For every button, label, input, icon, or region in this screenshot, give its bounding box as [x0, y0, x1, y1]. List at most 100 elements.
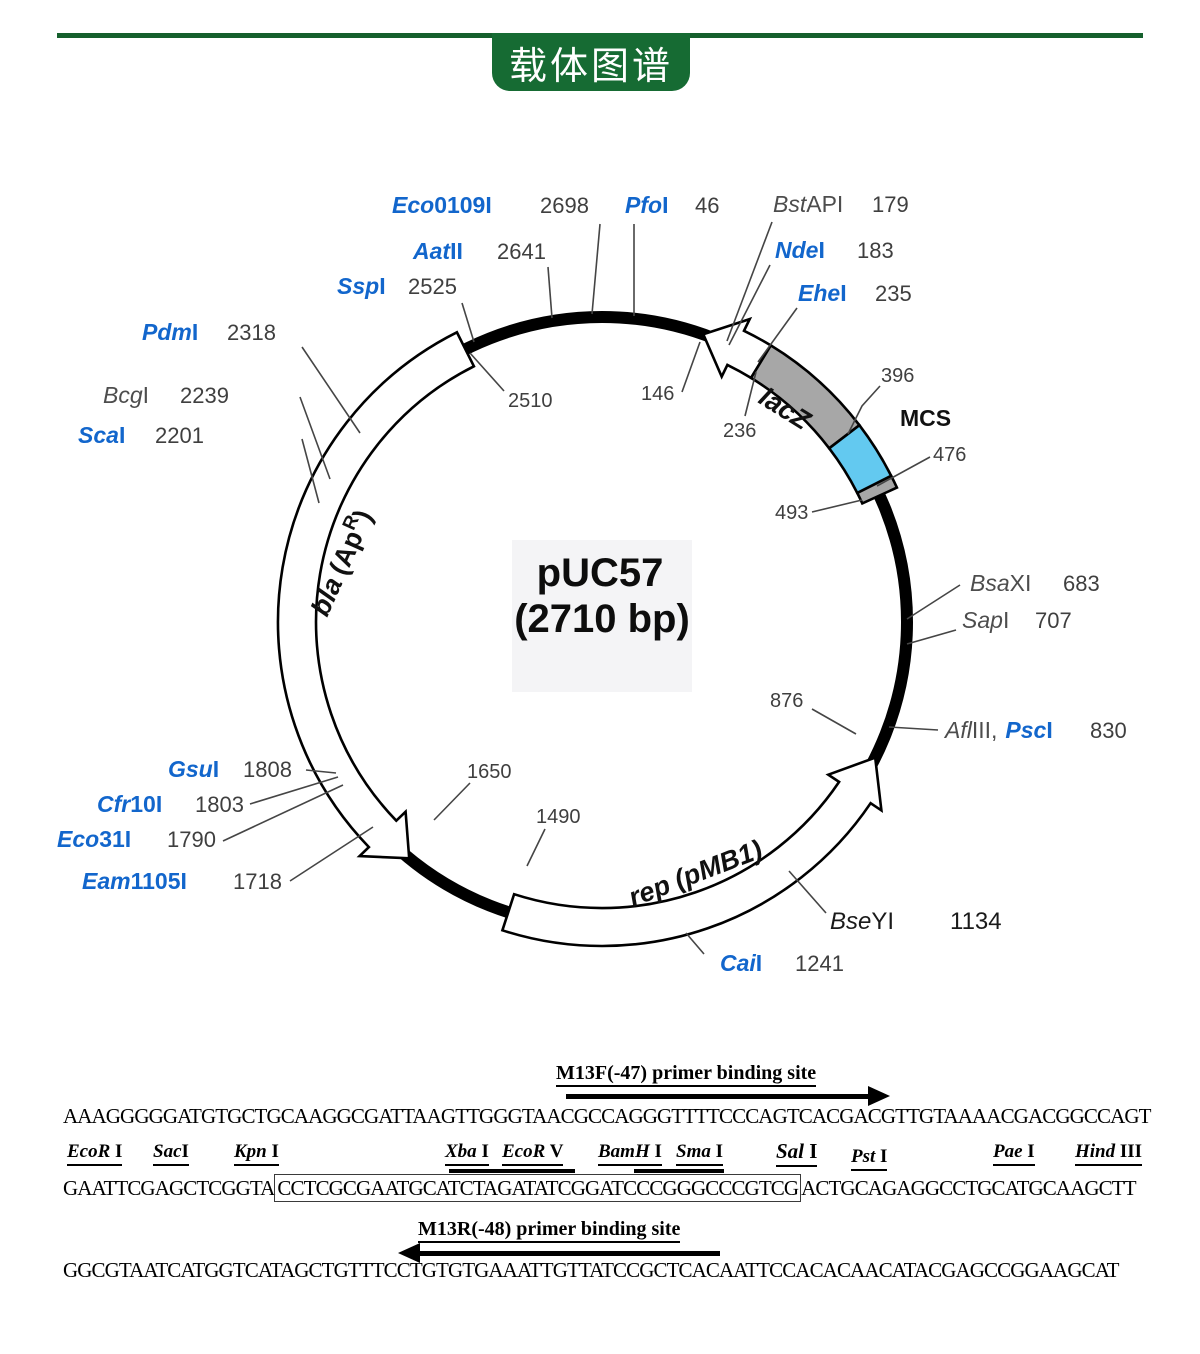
sequence-line-1: AAAGGGGGATGTGCTGCAAGGCGATTAAGTTGGGTAACGC…: [63, 1104, 1151, 1128]
pos-pfoi: 46: [695, 193, 719, 218]
leader-396: [847, 385, 881, 435]
m13r-arrow-shaft: [420, 1251, 720, 1256]
leader-236: [744, 371, 757, 417]
leader-2641: [547, 266, 553, 319]
tick-876: 876: [770, 690, 803, 712]
pos-caii: 1241: [795, 951, 844, 976]
site-eco31i: Eco31I: [57, 826, 131, 852]
leader-235: [757, 307, 798, 363]
pos-bcgi: 2239: [180, 383, 229, 408]
line2-pre: GAATTCGAGCTCGGTA: [63, 1176, 275, 1200]
tick-146: 146: [641, 383, 674, 405]
leader-2525: [461, 302, 475, 343]
pos-afliii-psci: 830: [1090, 718, 1127, 743]
pos-bstapi: 179: [872, 192, 909, 217]
tick-1490: 1490: [536, 806, 581, 828]
leader-2201: [301, 438, 320, 504]
leader-1490: [526, 828, 546, 867]
leader-2698: [591, 223, 601, 315]
site-bcgi: BcgI: [103, 382, 149, 408]
mcs-label: MCS: [900, 405, 951, 431]
leader-476: [876, 456, 931, 487]
lacz-arrowhead: [701, 316, 773, 380]
site-sapi: SapI: [962, 607, 1009, 633]
site-caii: CaiI: [720, 950, 762, 976]
m13f-primer-label: M13F(-47) primer binding site: [556, 1062, 817, 1087]
pos-ehei: 235: [875, 281, 912, 306]
pos-pdmi: 2318: [227, 320, 276, 345]
pos-gsui: 1808: [243, 757, 292, 782]
pos-eco0109i: 2698: [540, 193, 589, 218]
leader-2510: [469, 352, 505, 392]
header-tab: 载体图谱: [492, 33, 690, 91]
plasmid-name: pUC57: [537, 551, 664, 595]
site-eco0109i: Eco0109I: [392, 192, 492, 218]
site-cfr10i: Cfr10I: [97, 791, 162, 817]
site-bar-xbai-ecorv: [449, 1169, 575, 1173]
re-label-smai: Sma I: [676, 1141, 724, 1166]
pos-aatii: 2641: [497, 239, 546, 264]
leader-2239: [299, 396, 331, 480]
pos-bsaxi: 683: [1063, 571, 1100, 596]
tick-396: 396: [881, 365, 914, 387]
pos-ndei: 183: [857, 238, 894, 263]
leader-493: [811, 499, 863, 513]
leader-2318: [301, 346, 361, 434]
site-ehei: EheI: [798, 280, 847, 306]
leader-1718: [289, 826, 374, 882]
site-scai: ScaI: [78, 422, 125, 448]
leader-1650: [433, 782, 471, 821]
site-bstapi: BstAPI: [773, 191, 843, 217]
re-label-bamhi: BamH I: [598, 1141, 662, 1166]
site-eam1105i: Eam1105I: [82, 868, 187, 894]
leader-683: [906, 584, 961, 620]
pos-sspi: 2525: [408, 274, 457, 299]
m13r-primer-label: M13R(-48) primer binding site: [418, 1218, 681, 1243]
site-pfoi: PfoI: [625, 192, 668, 218]
center-highlight: [512, 540, 692, 692]
leader-830: [888, 726, 939, 731]
re-label-kpni: Kpn I: [234, 1141, 279, 1166]
re-label-psti: Pst I: [851, 1146, 888, 1171]
site-sspi: SspI: [337, 273, 386, 299]
leader-1808: [305, 769, 337, 774]
re-label-ecori: EcoR I: [67, 1141, 123, 1166]
site-aatii: AatII: [412, 238, 463, 264]
tick-236: 236: [723, 420, 756, 442]
pos-sapi: 707: [1035, 608, 1072, 633]
leader-146: [681, 341, 701, 393]
re-label-paei: Pae I: [993, 1141, 1035, 1166]
leader-179: [726, 221, 773, 342]
re-label-sali: Sal I: [776, 1139, 818, 1167]
tick-1650: 1650: [467, 761, 512, 783]
site-ndei: NdeI: [775, 237, 825, 263]
site-bseyi: BseYI: [830, 908, 894, 935]
site-bsaxi: BsaXI: [970, 570, 1031, 596]
rep-gene-arrow: [500, 755, 884, 948]
site-afliii-psci: AflIII, PscI: [943, 717, 1053, 743]
tick-2510: 2510: [508, 390, 553, 412]
bla-gene-arrow: [276, 330, 476, 860]
plasmid-size: (2710 bp): [514, 597, 690, 641]
m13r-arrow-head-icon: [398, 1243, 420, 1263]
site-pdmi: PdmI: [142, 319, 198, 345]
m13f-arrow-shaft: [566, 1094, 868, 1099]
pos-bseyi: 1134: [950, 908, 1002, 935]
tick-476: 476: [933, 444, 966, 466]
plasmid-map: pUC57 (2710 bp) bla(ApR) rep(pMB1) lacZ …: [57, 191, 1127, 976]
re-label-saci: SacI: [153, 1141, 189, 1166]
re-label-hindiii: Hind III: [1075, 1141, 1143, 1166]
leader-707: [906, 629, 957, 645]
pos-eam1105i: 1718: [233, 869, 282, 894]
leader-1134: [788, 870, 827, 914]
pos-cfr10i: 1803: [195, 792, 244, 817]
leader-876: [811, 708, 857, 735]
m13f-arrow-head-icon: [868, 1086, 890, 1106]
tick-493: 493: [775, 502, 808, 524]
site-gsui: GsuI: [168, 756, 219, 782]
leader-1241: [685, 932, 705, 955]
sequence-line-2: GAATTCGAGCTCGGTA CCTCGCGAATGCATCTAGATATCG…: [63, 1174, 1137, 1202]
line2-post: ACTGCAGAGGCCTGCATGCAAGCTT: [801, 1176, 1136, 1200]
pos-scai: 2201: [155, 423, 204, 448]
